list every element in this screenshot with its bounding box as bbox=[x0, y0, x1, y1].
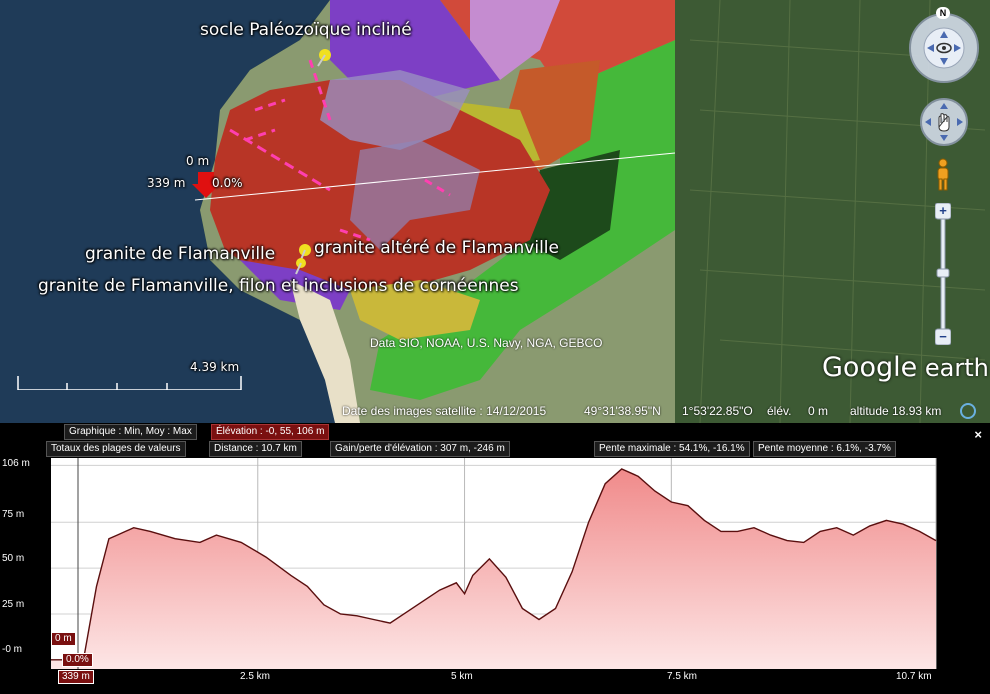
y-tick-label: 50 m bbox=[2, 553, 25, 564]
y-tick-label: -0 m bbox=[2, 644, 22, 655]
path-start-altitude: 339 m bbox=[147, 176, 186, 190]
logo-earth: earth bbox=[917, 354, 989, 382]
label-granite[interactable]: granite de Flamanville bbox=[85, 244, 276, 264]
totals-label: Totaux des plages de valeurs bbox=[46, 441, 186, 457]
scale-bar bbox=[17, 372, 242, 391]
zoom-slider[interactable] bbox=[934, 202, 952, 346]
loading-indicator-icon bbox=[960, 403, 976, 419]
zoom-in-button[interactable]: + bbox=[939, 203, 947, 218]
map-view[interactable]: socle Paléozoïque incliné granite de Fla… bbox=[0, 0, 990, 423]
graph-mode-label: Graphique : Min, Moy : Max bbox=[64, 424, 197, 440]
elevation-gain-stat[interactable]: Gain/perte d'élévation : 307 m, -246 m bbox=[330, 441, 510, 457]
latitude: 49°31'38.95"N bbox=[584, 404, 661, 418]
look-control[interactable] bbox=[907, 11, 981, 85]
zoom-out-button[interactable]: − bbox=[939, 329, 947, 344]
elevation-chart[interactable]: 106 m 75 m 50 m 25 m -0 m 2.5 km 5 km 7.… bbox=[0, 423, 990, 689]
distance-stat[interactable]: Distance : 10.7 km bbox=[209, 441, 302, 457]
label-socle[interactable]: socle Paléozoïque incliné bbox=[200, 20, 412, 40]
x-tick-label: 2.5 km bbox=[240, 671, 271, 682]
elevation-profile-panel[interactable]: Graphique : Min, Moy : Max Élévation : -… bbox=[0, 423, 990, 689]
elevation-value: 0 m bbox=[808, 404, 829, 418]
y-tick-label: 106 m bbox=[2, 458, 30, 469]
label-granite-filon[interactable]: granite de Flamanville, filon et inclusi… bbox=[38, 276, 519, 296]
elevation-line bbox=[51, 468, 937, 661]
elevation-range[interactable]: Élévation : -0, 55, 106 m bbox=[211, 424, 330, 440]
elevation-chart-svg bbox=[51, 458, 937, 669]
avg-slope-stat[interactable]: Pente moyenne : 6.1%, -3.7% bbox=[753, 441, 896, 457]
path-start-slope: 0.0% bbox=[212, 176, 243, 190]
eye-altitude: altitude 18.93 km bbox=[850, 404, 942, 418]
y-tick-label: 25 m bbox=[2, 599, 25, 610]
y-tick-label: 75 m bbox=[2, 509, 25, 520]
google-earth-logo: Google earth bbox=[822, 352, 989, 383]
imagery-date: Date des images satellite : 14/12/2015 bbox=[342, 404, 547, 418]
imagery-credit: Data SIO, NOAA, U.S. Navy, NGA, GEBCO bbox=[370, 336, 603, 350]
elevation-area bbox=[51, 469, 936, 669]
x-tick-label: 5 km bbox=[451, 671, 473, 682]
cursor-slope: 0.0% bbox=[62, 653, 93, 667]
compass-north-icon[interactable]: N bbox=[936, 7, 950, 19]
max-slope-stat[interactable]: Pente maximale : 54.1%, -16.1% bbox=[594, 441, 750, 457]
path-start-distance: 0 m bbox=[186, 154, 210, 168]
street-view-pegman-icon[interactable] bbox=[935, 158, 951, 192]
close-profile-button[interactable]: × bbox=[974, 427, 982, 442]
label-granite-altere[interactable]: granite altéré de Flamanville bbox=[314, 238, 559, 258]
cursor-altitude: 0 m bbox=[51, 632, 76, 646]
longitude: 1°53'22.85"O bbox=[682, 404, 753, 418]
x-tick-label: 7.5 km bbox=[667, 671, 698, 682]
x-tick-label: 10.7 km bbox=[896, 671, 932, 682]
scale-label: 4.39 km bbox=[190, 360, 240, 374]
cursor-distance: 339 m bbox=[58, 670, 94, 684]
elevation-label: élév. bbox=[767, 404, 792, 418]
logo-google: Google bbox=[822, 352, 918, 383]
pan-control[interactable] bbox=[919, 97, 969, 147]
